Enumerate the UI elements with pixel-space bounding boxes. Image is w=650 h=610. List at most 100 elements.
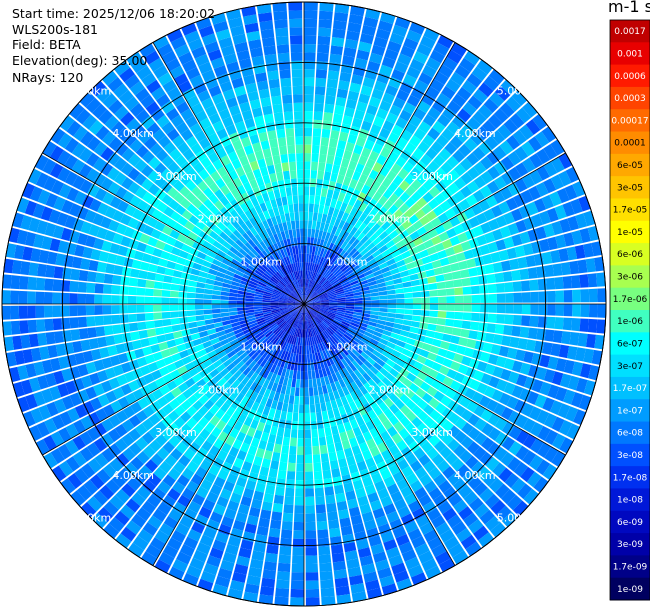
range-gate-cell <box>185 115 198 129</box>
range-gate-cell <box>168 566 185 580</box>
range-gate-cell <box>100 433 114 447</box>
range-gate-cell <box>212 258 222 267</box>
range-gate-cell <box>289 170 297 179</box>
range-gate-cell <box>236 334 246 342</box>
range-gate-cell <box>338 457 348 468</box>
range-gate-cell <box>346 329 355 336</box>
range-gate-cell <box>304 396 310 405</box>
range-gate-cell <box>313 282 319 291</box>
range-gate-cell <box>168 199 180 211</box>
range-gate-cell <box>369 446 381 457</box>
range-gate-cell <box>275 587 290 598</box>
range-gate-cell <box>144 304 154 313</box>
range-gate-cell <box>435 134 449 148</box>
range-gate-cell <box>204 388 216 399</box>
range-gate-cell <box>395 533 410 547</box>
range-gate-cell <box>437 311 447 319</box>
range-gate-cell <box>141 418 155 431</box>
range-gate-cell <box>262 305 271 309</box>
instrument-label: WLS200s-181 <box>12 22 98 37</box>
range-gate-cell <box>518 205 531 219</box>
range-gate-cell <box>423 460 436 473</box>
range-gate-cell <box>328 309 337 313</box>
range-gate-cell <box>247 286 257 291</box>
range-gate-cell <box>316 512 327 522</box>
range-gate-cell <box>486 399 499 412</box>
range-gate-cell <box>293 327 298 337</box>
range-gate-cell <box>178 80 193 94</box>
range-gate-cell <box>372 161 383 173</box>
range-gate-cell <box>148 57 165 72</box>
range-gate-cell <box>414 486 428 500</box>
range-gate-cell <box>157 480 171 495</box>
range-gate-cell <box>300 379 304 388</box>
range-gate-cell <box>525 255 536 268</box>
range-gate-cell <box>488 293 497 303</box>
backscatter-sweep <box>2 2 606 606</box>
range-gate-cell <box>8 366 21 383</box>
range-gate-cell <box>478 322 488 332</box>
range-gate-cell <box>136 313 146 322</box>
range-gate-cell <box>253 329 262 336</box>
range-gate-cell <box>315 504 326 514</box>
range-gate-cell <box>263 388 271 398</box>
range-gate-cell <box>250 372 259 382</box>
range-gate-cell <box>222 227 233 237</box>
range-gate-cell <box>321 128 331 139</box>
range-gate-cell <box>119 314 129 324</box>
range-gate-cell <box>225 331 236 339</box>
range-gate-cell <box>587 225 600 242</box>
range-gate-cell <box>387 382 398 393</box>
range-gate-cell <box>484 515 501 532</box>
range-gate-cell <box>129 81 145 96</box>
range-gate-cell <box>145 101 160 115</box>
range-gate-cell <box>182 335 193 343</box>
range-gate-cell <box>336 449 346 460</box>
range-gate-cell <box>371 416 382 428</box>
range-gate-cell <box>298 311 302 320</box>
range-gate-cell <box>142 191 155 204</box>
range-gate-cell <box>345 393 354 404</box>
range-gate-cell <box>186 565 202 579</box>
range-gate-cell <box>309 404 316 413</box>
range-gate-cell <box>48 209 61 224</box>
range-gate-cell <box>258 212 266 222</box>
range-gate-cell <box>245 378 254 389</box>
range-gate-cell <box>500 260 511 272</box>
range-gate-cell <box>341 439 351 450</box>
range-gate-cell <box>169 229 181 240</box>
range-gate-cell <box>343 194 352 205</box>
range-gate-cell <box>320 302 330 304</box>
range-gate-cell <box>248 319 258 326</box>
range-gate-cell <box>191 225 202 236</box>
range-gate-cell <box>53 196 66 211</box>
range-gate-cell <box>320 332 327 341</box>
range-gate-cell <box>379 307 388 313</box>
range-gate-cell <box>127 305 137 314</box>
range-gate-cell <box>251 362 260 372</box>
range-gate-cell <box>554 204 567 220</box>
range-gate-cell <box>319 350 326 360</box>
range-gate-cell <box>327 443 336 453</box>
range-gate-cell <box>488 304 497 313</box>
range-gate-cell <box>371 180 381 191</box>
range-gate-cell <box>479 451 494 466</box>
range-gate-cell <box>174 154 187 167</box>
range-gate-cell <box>22 410 36 427</box>
range-gate-cell <box>270 323 278 331</box>
range-gate-cell <box>297 320 301 329</box>
range-gate-cell <box>321 596 336 606</box>
range-gate-cell <box>43 452 58 469</box>
range-gate-cell <box>414 543 430 557</box>
range-gate-cell <box>438 296 447 304</box>
range-gate-cell <box>219 262 230 270</box>
range-gate-cell <box>386 40 402 53</box>
range-gate-cell <box>94 305 103 315</box>
range-gate-cell <box>503 211 515 225</box>
range-gate-cell <box>250 351 260 361</box>
range-gate-cell <box>322 268 329 277</box>
range-gate-cell <box>379 367 389 377</box>
range-gate-cell <box>324 103 335 114</box>
range-gate-cell <box>566 246 578 261</box>
range-gate-cell <box>360 235 369 245</box>
